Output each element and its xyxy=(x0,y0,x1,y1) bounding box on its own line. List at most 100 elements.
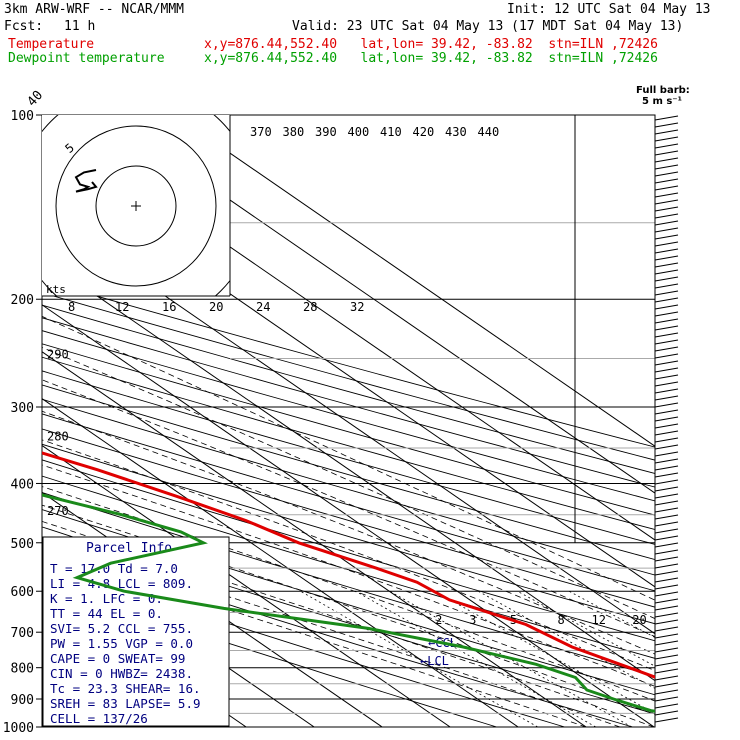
parcel-row: SVI= 5.2 CCL = 755. xyxy=(50,621,193,636)
wind-barb xyxy=(654,668,679,674)
wind-barb xyxy=(654,640,679,646)
wind-barb xyxy=(654,423,679,429)
theta-label: 390 xyxy=(315,125,337,139)
wind-barb xyxy=(654,689,679,695)
speed-tick-label: 12 xyxy=(115,300,129,314)
wind-barb xyxy=(654,374,679,380)
sounding-profiles xyxy=(42,451,655,713)
mixing-ratio-label: 3 xyxy=(469,613,476,627)
speed-tick-label: 16 xyxy=(162,300,176,314)
wind-barb xyxy=(654,129,679,135)
wind-barb xyxy=(654,563,679,569)
wind-barb xyxy=(654,444,679,450)
wind-barb xyxy=(654,619,679,625)
isotherm-line xyxy=(174,115,655,447)
wind-barb xyxy=(654,395,679,401)
parcel-row: CAPE = 0 SWEAT= 99 xyxy=(50,651,185,666)
wind-barb xyxy=(654,241,679,247)
wind-barb xyxy=(654,143,679,149)
mixing-ratio-label: 12 xyxy=(591,613,605,627)
wind-barb xyxy=(654,164,679,170)
speed-tick-label: 32 xyxy=(350,300,364,314)
wind-barb xyxy=(654,451,679,457)
wind-barb xyxy=(654,276,679,282)
parcel-row: CIN = 0 HWBZ= 2438. xyxy=(50,666,193,681)
wind-barb xyxy=(654,521,679,527)
parcel-row: T = 17.0 Td = 7.0 xyxy=(50,561,178,576)
wind-barb xyxy=(654,682,679,688)
wind-barb xyxy=(654,353,679,359)
wind-barb xyxy=(654,262,679,268)
wind-barb xyxy=(654,458,679,464)
wind-barb xyxy=(654,360,679,366)
dry-adiabat-line xyxy=(42,356,655,531)
axis-labels: 1002003004005006007008009001000-80-70-60… xyxy=(3,88,647,736)
wind-barb xyxy=(654,255,679,261)
pressure-label: 900 xyxy=(11,693,34,708)
hodograph-ring xyxy=(95,165,177,247)
mixing-ratio-line xyxy=(517,590,655,667)
wind-barb xyxy=(654,528,679,534)
pressure-label: 600 xyxy=(11,585,34,600)
wind-barb xyxy=(654,248,679,254)
wind-barbs: Full barb:5 m s⁻¹ xyxy=(636,85,690,727)
theta-label: 370 xyxy=(250,125,272,139)
parcel-row: TT = 44 EL = 0. xyxy=(50,606,163,621)
wind-barb xyxy=(654,178,679,184)
wind-barb xyxy=(654,570,679,576)
isotherms xyxy=(42,115,655,727)
wind-barb xyxy=(654,472,679,478)
mixing-ratio-line xyxy=(355,590,596,727)
wind-barb xyxy=(654,626,679,632)
temperature-tick-label: 40 xyxy=(25,88,47,110)
isotherm-line xyxy=(42,351,587,727)
wind-barb xyxy=(654,437,679,443)
wind-unit-label: Full barb: xyxy=(636,85,690,96)
dry-adiabat-line xyxy=(42,330,655,502)
forecast-hour: 11 h xyxy=(64,19,96,34)
temperature-profile xyxy=(42,451,655,679)
pressure-label: 400 xyxy=(11,477,34,492)
wind-barb xyxy=(654,430,679,436)
wind-barb xyxy=(654,556,679,562)
wind-barb xyxy=(654,297,679,303)
theta-label: 420 xyxy=(413,125,435,139)
wind-barb xyxy=(654,717,679,723)
wind-barb xyxy=(654,591,679,597)
pressure-label: 1000 xyxy=(3,721,34,736)
theta-label: 280 xyxy=(47,429,69,443)
temperature-location: x,y=876.44,552.40 lat,lon= 39.42, -83.82… xyxy=(204,37,658,52)
parcel-row: CELL = 137/26 xyxy=(50,711,148,726)
wind-barb xyxy=(654,507,679,513)
theta-label: 380 xyxy=(283,125,305,139)
wind-barb xyxy=(654,514,679,520)
wind-barb xyxy=(654,542,679,548)
theta-label: 440 xyxy=(478,125,500,139)
parcel-box xyxy=(42,536,230,727)
wind-barb xyxy=(654,213,679,219)
wind-barb xyxy=(654,493,679,499)
mixing-ratio-label: 20 xyxy=(632,613,646,627)
wind-barb xyxy=(654,304,679,310)
wind-barb xyxy=(654,479,679,485)
isotherm-line xyxy=(42,444,451,727)
lcl-marker: ←LCL xyxy=(420,654,449,668)
wind-barb xyxy=(654,465,679,471)
wind-barb xyxy=(654,157,679,163)
wind-barb xyxy=(654,269,679,275)
hodograph-trace xyxy=(74,169,98,193)
hodograph-ring xyxy=(55,125,217,287)
isotherm-line xyxy=(42,304,655,727)
wind-barb xyxy=(654,346,679,352)
pressure-label: 300 xyxy=(11,401,34,416)
speed-tick-label: 24 xyxy=(256,300,270,314)
wind-barb xyxy=(654,696,679,702)
wind-barb xyxy=(654,150,679,156)
mixing-ratio-label: 8 xyxy=(557,613,564,627)
wind-barb xyxy=(654,577,679,583)
valid-time: Valid: 23 UTC Sat 04 May 13 (17 MDT Sat … xyxy=(292,19,684,34)
wind-barb xyxy=(654,647,679,653)
wind-barb xyxy=(654,136,679,142)
pressure-label: 100 xyxy=(11,109,34,124)
